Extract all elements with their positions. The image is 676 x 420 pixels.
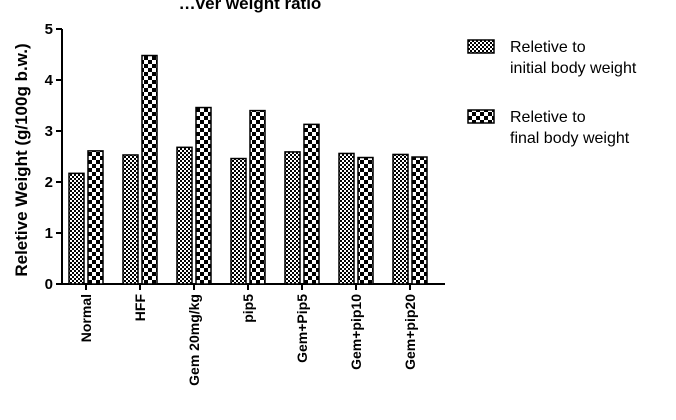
y-tick-label: 0 [45,276,53,293]
bar-final [87,150,104,285]
bar-initial [68,172,85,285]
bar-final [357,156,374,285]
bar-final [303,123,320,285]
x-category-label: Gem+pip20 [402,294,418,370]
bar-final [195,106,212,285]
legend: Reletive to initial body weight Reletive t… [467,39,637,147]
bar-initial [338,152,355,285]
bar-final [411,156,428,285]
y-tick-label: 2 [45,174,53,191]
bar-initial [284,151,301,285]
y-tick-label: 3 [45,123,53,140]
legend-swatch [467,39,495,54]
y-tick-label: 4 [45,72,54,89]
bar-initial [176,146,193,285]
category-labels: Normal HFF Gem 20mg/kg pip5 Gem+Pip5 Gem+pip1… [78,294,418,386]
legend-swatch [467,109,495,124]
bar-final [249,109,266,285]
y-tick-label: 1 [45,225,53,242]
y-tick-label: 5 [45,21,53,38]
y-axis: 0 1 2 3 4 5 [45,21,63,293]
y-axis-label: Reletive Weight (g/100g b.w.) [12,43,31,276]
bar-final [141,54,158,285]
bar-initial [230,157,247,285]
bars [68,54,428,285]
chart-title: …ver weight ratio [179,0,322,13]
x-category-label: Normal [78,294,94,342]
legend-label: Reletive to final body weight [510,109,630,147]
x-axis [62,283,445,290]
x-category-label: Gem 20mg/kg [186,294,202,386]
x-category-label: HFF [132,294,148,322]
bar-initial [392,153,409,285]
x-category-label: pip5 [240,294,256,323]
x-category-label: Gem+pip10 [348,294,364,370]
bar-initial [122,154,139,285]
x-category-label: Gem+Pip5 [294,294,310,363]
legend-label: Reletive to initial body weight [510,39,637,77]
